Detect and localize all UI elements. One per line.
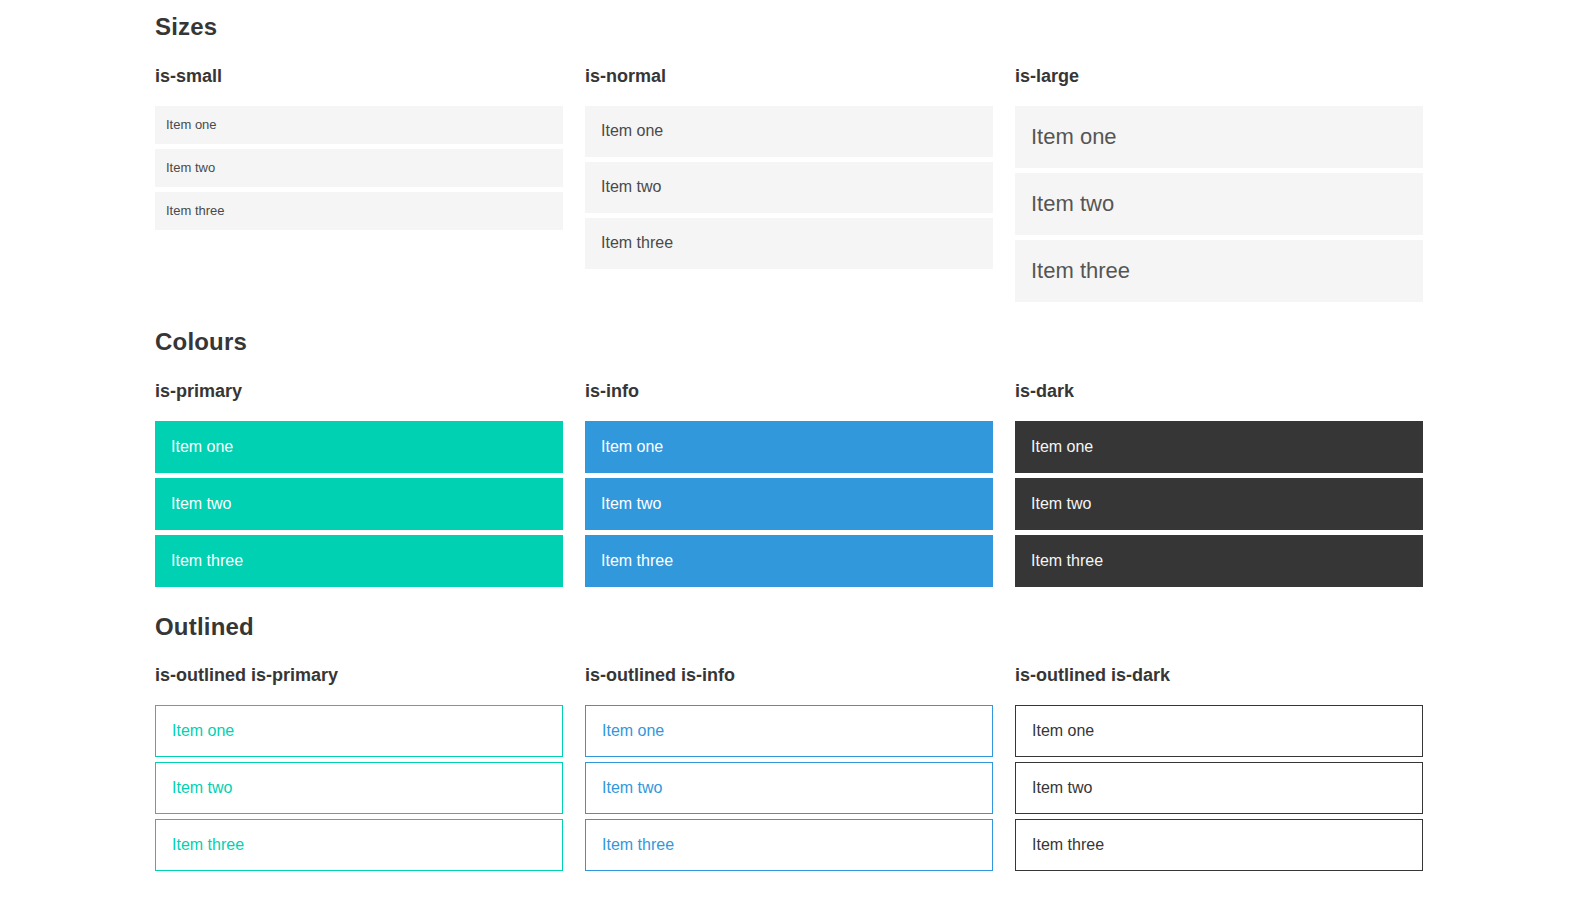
list-item[interactable]: Item three bbox=[1015, 819, 1423, 871]
list-item[interactable]: Item three bbox=[585, 819, 993, 871]
variant-heading: is-normal bbox=[585, 63, 993, 90]
variant-heading: is-outlined is-dark bbox=[1015, 662, 1423, 689]
variant-column-is-info: is-info Item one Item two Item three bbox=[585, 378, 993, 587]
list-item[interactable]: Item two bbox=[585, 162, 993, 213]
list-item[interactable]: Item one bbox=[585, 421, 993, 473]
list-item[interactable]: Item one bbox=[155, 705, 563, 757]
list-item[interactable]: Item three bbox=[155, 192, 563, 230]
list-item[interactable]: Item three bbox=[1015, 535, 1423, 587]
variant-heading: is-outlined is-info bbox=[585, 662, 993, 689]
section-sizes: Sizes is-small Item one Item two Item th… bbox=[155, 13, 1423, 302]
variant-column-is-primary: is-primary Item one Item two Item three bbox=[155, 378, 563, 587]
list-item[interactable]: Item three bbox=[155, 819, 563, 871]
section-outlined: Outlined is-outlined is-primary Item one… bbox=[155, 613, 1423, 872]
list-item[interactable]: Item two bbox=[585, 762, 993, 814]
list-item[interactable]: Item three bbox=[585, 218, 993, 269]
section-title: Outlined bbox=[155, 613, 1423, 642]
variant-column-outlined-info: is-outlined is-info Item one Item two It… bbox=[585, 662, 993, 871]
section-title: Colours bbox=[155, 328, 1423, 357]
variant-heading: is-small bbox=[155, 63, 563, 90]
variant-column-outlined-primary: is-outlined is-primary Item one Item two… bbox=[155, 662, 563, 871]
list-item[interactable]: Item three bbox=[1015, 240, 1423, 302]
variant-heading: is-large bbox=[1015, 63, 1423, 90]
component-showcase-page: Sizes is-small Item one Item two Item th… bbox=[0, 0, 1595, 897]
list-item[interactable]: Item two bbox=[1015, 173, 1423, 235]
section-title: Sizes bbox=[155, 13, 1423, 42]
list-item[interactable]: Item two bbox=[1015, 762, 1423, 814]
variant-column-outlined-dark: is-outlined is-dark Item one Item two It… bbox=[1015, 662, 1423, 871]
colours-grid: is-primary Item one Item two Item three … bbox=[155, 378, 1423, 587]
list-item[interactable]: Item two bbox=[1015, 478, 1423, 530]
variant-column-is-large: is-large Item one Item two Item three bbox=[1015, 63, 1423, 302]
list-item[interactable]: Item two bbox=[585, 478, 993, 530]
list-item[interactable]: Item one bbox=[1015, 705, 1423, 757]
list-item[interactable]: Item one bbox=[585, 106, 993, 157]
variant-heading: is-primary bbox=[155, 378, 563, 405]
list-item[interactable]: Item one bbox=[155, 106, 563, 144]
variant-column-is-dark: is-dark Item one Item two Item three bbox=[1015, 378, 1423, 587]
list-item[interactable]: Item three bbox=[585, 535, 993, 587]
outlined-grid: is-outlined is-primary Item one Item two… bbox=[155, 662, 1423, 871]
list-item[interactable]: Item one bbox=[585, 705, 993, 757]
variant-column-is-normal: is-normal Item one Item two Item three bbox=[585, 63, 993, 269]
list-item[interactable]: Item two bbox=[155, 478, 563, 530]
sizes-grid: is-small Item one Item two Item three is… bbox=[155, 63, 1423, 302]
list-item[interactable]: Item two bbox=[155, 762, 563, 814]
variant-heading: is-info bbox=[585, 378, 993, 405]
variant-heading: is-outlined is-primary bbox=[155, 662, 563, 689]
section-colours: Colours is-primary Item one Item two Ite… bbox=[155, 328, 1423, 587]
list-item[interactable]: Item two bbox=[155, 149, 563, 187]
list-item[interactable]: Item one bbox=[155, 421, 563, 473]
variant-column-is-small: is-small Item one Item two Item three bbox=[155, 63, 563, 230]
list-item[interactable]: Item one bbox=[1015, 106, 1423, 168]
list-item[interactable]: Item three bbox=[155, 535, 563, 587]
list-item[interactable]: Item one bbox=[1015, 421, 1423, 473]
variant-heading: is-dark bbox=[1015, 378, 1423, 405]
